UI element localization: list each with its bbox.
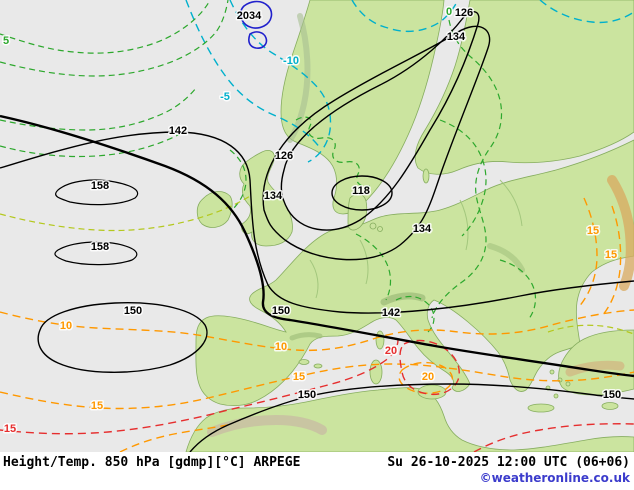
ridge-pyrenees <box>289 332 323 341</box>
contour-label-cyan: -5 <box>220 91 230 103</box>
height-contour-150-oval <box>37 302 208 373</box>
contour-label-red: 15 <box>4 423 16 435</box>
contour-label-height: 150 <box>124 305 142 317</box>
height-contour-118 <box>331 175 393 211</box>
contour-label-green: 5 <box>3 35 9 47</box>
contour-label-height: 142 <box>382 307 400 319</box>
contour-label-height: 126 <box>275 150 293 162</box>
contour-label-height: 150 <box>298 389 316 401</box>
contour-label-height: 142 <box>169 125 187 137</box>
contour-label-height: 134 <box>447 31 466 43</box>
islands <box>298 168 619 413</box>
temp-contours-deep-cold <box>239 0 273 49</box>
contour-label-red: 20 <box>385 345 397 357</box>
contour-label-height: 134 <box>264 190 283 202</box>
contour-label-height: 126 <box>455 7 473 19</box>
landmass-finland-russia <box>414 0 634 175</box>
contour-label-orange: 15 <box>605 249 617 261</box>
ridge-anatolia <box>565 360 625 377</box>
ridge-caucasus <box>607 175 634 291</box>
map-datetime: Su 26-10-2025 12:00 UTC (06+06) <box>387 455 630 470</box>
contour-label-height: 150 <box>603 389 621 401</box>
contour-label-orange: 15 <box>293 371 305 383</box>
temp-contours-orange <box>0 197 634 452</box>
height-contour-150-south <box>189 383 634 452</box>
temp-contours-red <box>0 339 634 452</box>
contour-label-green: 0 <box>446 6 452 18</box>
contour-label-orange: 20 <box>422 371 434 383</box>
ridge-carpathians <box>487 243 525 273</box>
height-contour-126 <box>280 11 480 231</box>
map-title: Height/Temp. 850 hPa [gdmp][°C] ARPEGE <box>3 455 301 470</box>
contour-label-orange: 15 <box>587 225 599 237</box>
contour-label-height: 158 <box>91 180 109 192</box>
contour-label-height: 134 <box>413 223 432 235</box>
copyright-link[interactable]: ©weatheronline.co.uk <box>479 471 630 485</box>
contour-label-height: 158 <box>91 241 109 253</box>
ridge-alps <box>380 292 426 306</box>
ridge-atlas <box>207 414 327 437</box>
height-contour-158-a <box>55 179 139 206</box>
height-contour-134 <box>262 25 491 261</box>
contour-label-height: 2034 <box>237 10 262 22</box>
river-lines <box>309 179 523 299</box>
height-contour-150-main <box>0 114 634 378</box>
map-footer: Height/Temp. 850 hPa [gdmp][°C] ARPEGE S… <box>0 452 634 490</box>
landmass-scandinavia <box>280 0 445 215</box>
contour-label-height: 150 <box>272 305 290 317</box>
temp-contours-green <box>0 0 537 333</box>
height-contour-142 <box>0 131 634 314</box>
height-contour-158-b <box>54 241 138 266</box>
contour-label-cyan: -10 <box>283 55 299 67</box>
contour-label-orange: 10 <box>60 320 72 332</box>
landmass-denmark <box>347 193 368 231</box>
height-contours <box>0 11 634 452</box>
contour-label-height: 118 <box>352 185 370 197</box>
contour-label-orange: 15 <box>91 400 103 412</box>
temp-contours-yellow <box>0 195 634 335</box>
contour-label-orange: 10 <box>275 341 287 353</box>
